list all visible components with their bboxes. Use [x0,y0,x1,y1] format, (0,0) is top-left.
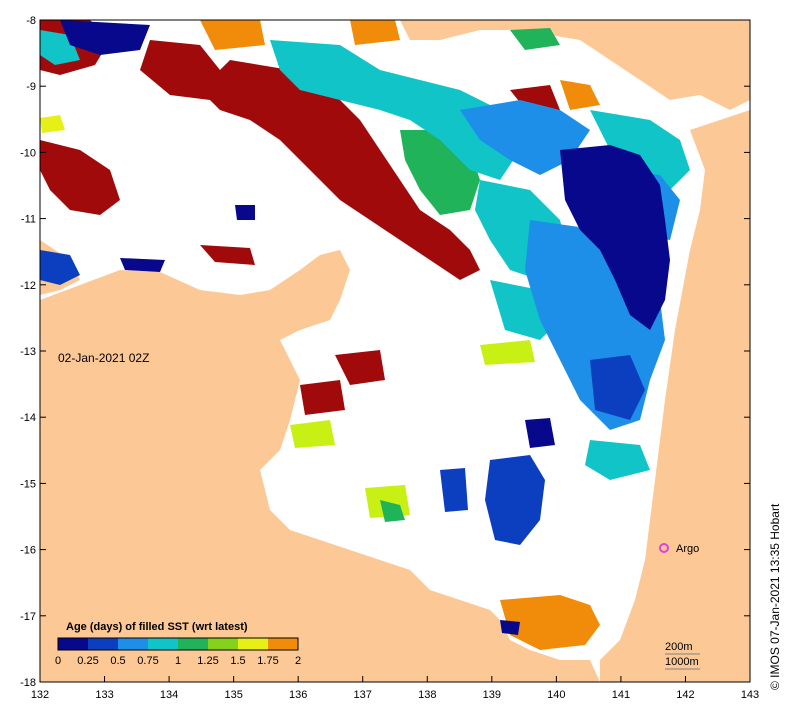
y-tick-label: -9 [26,81,36,93]
legend-tick-label: 1.5 [230,655,245,667]
legend-color-segment [268,638,299,650]
x-tick-label: 140 [547,689,565,701]
legend-color-segment [238,638,269,650]
y-axis-ticks: -8 -9 -10 -11 -12 -13 -14 -15 -16 -17 -18 [20,15,750,689]
x-tick-label: 141 [612,689,630,701]
x-tick-label: 134 [160,689,178,701]
x-tick-label: 135 [224,689,242,701]
x-tick-label: 142 [676,689,694,701]
legend-tick-label: 1 [175,655,181,667]
depth-label-1000m: 1000m [665,656,699,668]
argo-marker: Argo [659,543,699,555]
x-tick-label: 143 [741,689,759,701]
sst-age-patches [40,20,690,650]
y-tick-label: -10 [20,147,36,159]
x-tick-label: 136 [289,689,307,701]
legend-color-segment [58,638,89,650]
x-tick-label: 138 [418,689,436,701]
y-tick-label: -8 [26,15,36,27]
y-tick-label: -18 [20,677,36,689]
credit-text: © IMOS 07-Jan-2021 13:35 Hobart [768,503,782,690]
legend-color-segment [208,638,239,650]
y-tick-label: -11 [21,214,36,226]
legend-ticks: 0 0.25 0.5 0.75 1 1.25 1.5 1.75 2 [55,655,301,667]
y-tick-label: -16 [20,545,36,557]
legend-tick-label: 1.75 [257,655,278,667]
legend-colorbar [58,638,299,650]
legend-frame [57,637,299,651]
y-tick-label: -12 [20,280,36,292]
legend-color-segment [178,638,209,650]
legend-tick-label: 1.25 [197,655,218,667]
x-tick-label: 133 [95,689,113,701]
y-tick-label: -15 [20,478,36,490]
x-tick-label: 137 [354,689,372,701]
x-axis-ticks: 132 133 134 135 136 137 138 139 140 141 142 143 [31,676,759,701]
y-tick-label: -13 [20,346,36,358]
legend-color-segment [88,638,119,650]
argo-label: Argo [676,543,699,555]
legend-color-segment [148,638,179,650]
y-tick-label: -14 [20,412,36,424]
legend-tick-label: 0.5 [110,655,125,667]
argo-icon [659,543,669,553]
x-tick-label: 132 [31,689,49,701]
legend-tick-label: 0.75 [137,655,158,667]
y-tick-label: -17 [20,611,36,623]
legend-tick-label: 0 [55,655,61,667]
legend-color-segment [118,638,149,650]
x-tick-label: 139 [483,689,501,701]
depth-contour-legend: 200m 1000m [665,641,700,670]
legend-tick-label: 0.25 [77,655,98,667]
legend-title: Age (days) of filled SST (wrt latest) [66,621,248,633]
depth-label-200m: 200m [665,641,693,653]
legend-tick-label: 2 [295,655,301,667]
date-label: 02-Jan-2021 02Z [58,351,149,365]
